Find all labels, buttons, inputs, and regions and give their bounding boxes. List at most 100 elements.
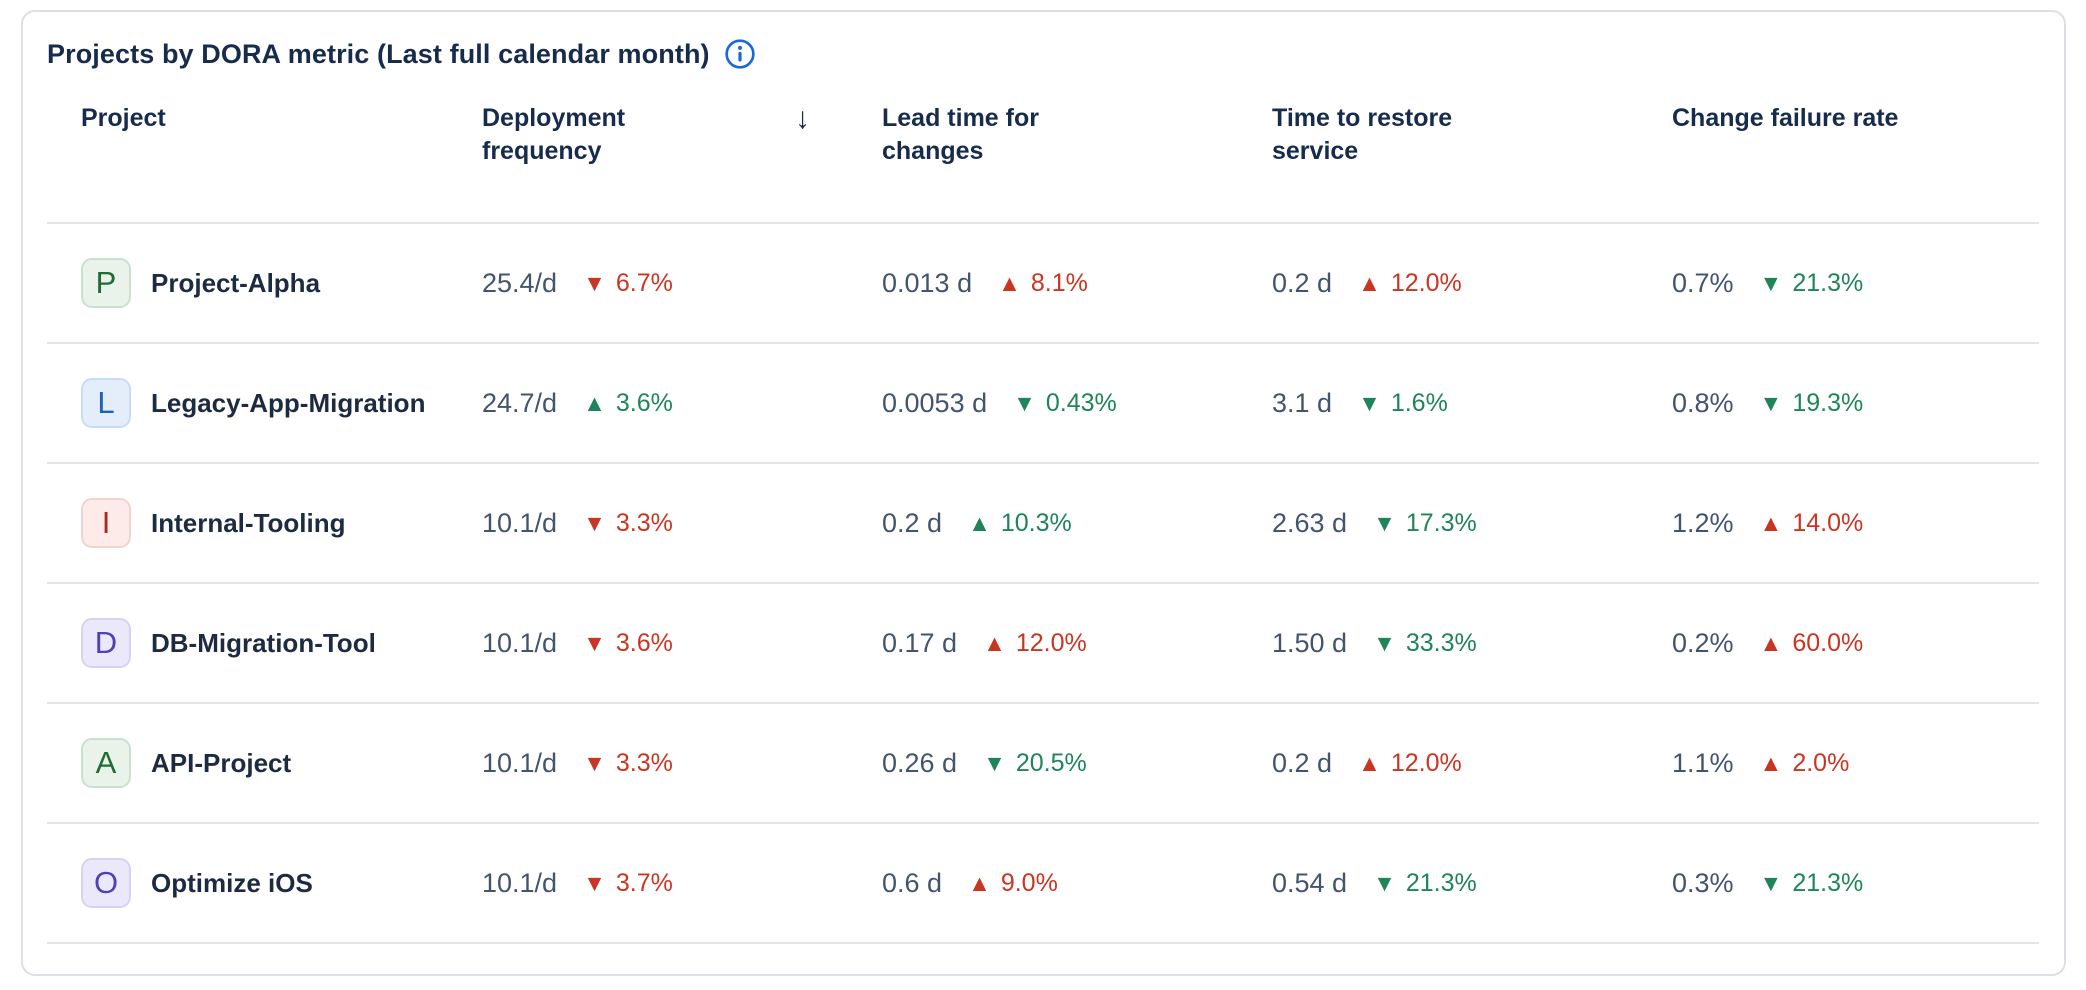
trend-indicator: ▼ 20.5%: [983, 749, 1087, 778]
project-cell: I Internal-Tooling: [47, 498, 482, 548]
lead-time-cell: 0.6 d ▲ 9.0%: [882, 868, 1272, 899]
trend-delta: 20.5%: [1015, 748, 1087, 777]
time-to-restore-cell: 2.63 d ▼ 17.3%: [1272, 508, 1672, 539]
project-cell: P Project-Alpha: [47, 258, 482, 308]
trend-indicator: ▲ 8.1%: [998, 269, 1088, 298]
trend-indicator: ▲ 10.3%: [968, 509, 1072, 538]
table-header-row: Project Deployment frequency ↓ Lead time…: [47, 82, 2039, 224]
project-cell: A API-Project: [47, 738, 482, 788]
project-name[interactable]: API-Project: [151, 747, 292, 778]
metric-value: 0.3%: [1672, 867, 1734, 898]
column-header-deployment-frequency[interactable]: Deployment frequency ↓: [482, 102, 882, 168]
metric-value: 10.1/d: [482, 747, 558, 778]
project-avatar-icon: A: [81, 738, 131, 788]
trend-indicator: ▼ 3.7%: [583, 869, 673, 898]
metric-value: 2.63 d: [1272, 507, 1348, 538]
column-label: Change failure rate: [1672, 104, 1899, 132]
table-row: O Optimize iOS 10.1/d ▼ 3.7% 0.6 d ▲ 9.0% …: [47, 824, 2039, 944]
trend-arrow-icon: ▼: [583, 269, 606, 296]
trend-delta: 21.3%: [1792, 868, 1864, 897]
metric-value: 25.4/d: [482, 267, 558, 298]
trend-indicator: ▼ 0.43%: [1013, 389, 1117, 418]
trend-indicator: ▼ 3.6%: [583, 629, 673, 658]
lead-time-cell: 0.0053 d ▼ 0.43%: [882, 388, 1272, 419]
trend-indicator: ▼ 6.7%: [583, 269, 673, 298]
column-label: Time to restore service: [1272, 104, 1453, 165]
trend-indicator: ▼ 33.3%: [1373, 629, 1477, 658]
metric-value: 0.2 d: [1272, 267, 1333, 298]
table-row: L Legacy-App-Migration 24.7/d ▲ 3.6% 0.00…: [47, 344, 2039, 464]
trend-arrow-icon: ▼: [1013, 389, 1036, 416]
trend-indicator: ▼ 19.3%: [1760, 389, 1864, 418]
trend-indicator: ▲ 60.0%: [1760, 629, 1864, 658]
deployment-frequency-cell: 10.1/d ▼ 3.3%: [482, 748, 882, 779]
trend-indicator: ▼ 3.3%: [583, 749, 673, 778]
project-name[interactable]: Project-Alpha: [151, 267, 321, 298]
lead-time-cell: 0.2 d ▲ 10.3%: [882, 508, 1272, 539]
metric-value: 10.1/d: [482, 867, 558, 898]
time-to-restore-cell: 1.50 d ▼ 33.3%: [1272, 628, 1672, 659]
metric-value: 1.50 d: [1272, 627, 1348, 658]
project-name[interactable]: Internal-Tooling: [151, 507, 346, 538]
column-header-time-to-restore[interactable]: Time to restore service: [1272, 102, 1672, 168]
time-to-restore-cell: 0.2 d ▲ 12.0%: [1272, 748, 1672, 779]
column-header-project[interactable]: Project: [47, 102, 482, 135]
change-failure-rate-cell: 1.1% ▲ 2.0%: [1672, 748, 2039, 779]
project-avatar-icon: I: [81, 498, 131, 548]
trend-indicator: ▼ 21.3%: [1760, 869, 1864, 898]
project-avatar-icon: O: [81, 858, 131, 908]
trend-indicator: ▲ 2.0%: [1760, 749, 1850, 778]
project-avatar-icon: L: [81, 378, 131, 428]
project-avatar-icon: D: [81, 618, 131, 668]
trend-delta: 12.0%: [1390, 268, 1462, 297]
lead-time-cell: 0.17 d ▲ 12.0%: [882, 628, 1272, 659]
dora-table: Project Deployment frequency ↓ Lead time…: [47, 82, 2039, 944]
table-row: A API-Project 10.1/d ▼ 3.3% 0.26 d ▼ 20.5%…: [47, 704, 2039, 824]
column-label: Lead time for changes: [882, 104, 1039, 165]
column-label: Project: [81, 104, 166, 132]
column-header-change-failure-rate[interactable]: Change failure rate: [1672, 102, 2039, 135]
trend-indicator: ▲ 12.0%: [1358, 749, 1462, 778]
trend-indicator: ▼ 21.3%: [1760, 269, 1864, 298]
deployment-frequency-cell: 10.1/d ▼ 3.7%: [482, 868, 882, 899]
time-to-restore-cell: 3.1 d ▼ 1.6%: [1272, 388, 1672, 419]
trend-delta: 1.6%: [1390, 388, 1448, 417]
card-header: Projects by DORA metric (Last full calen…: [47, 12, 2039, 82]
trend-arrow-icon: ▲: [968, 509, 991, 536]
table-row: P Project-Alpha 25.4/d ▼ 6.7% 0.013 d ▲ 8.…: [47, 224, 2039, 344]
metric-value: 0.26 d: [882, 747, 958, 778]
project-name[interactable]: DB-Migration-Tool: [151, 627, 376, 658]
deployment-frequency-cell: 10.1/d ▼ 3.3%: [482, 508, 882, 539]
trend-arrow-icon: ▲: [1759, 749, 1783, 776]
trend-indicator: ▼ 3.3%: [583, 509, 673, 538]
trend-delta: 8.1%: [1030, 268, 1088, 297]
trend-arrow-icon: ▲: [968, 869, 991, 896]
project-avatar-icon: P: [81, 258, 131, 308]
trend-arrow-icon: ▼: [1373, 629, 1396, 656]
change-failure-rate-cell: 0.8% ▼ 19.3%: [1672, 388, 2039, 419]
metric-value: 0.2%: [1672, 627, 1734, 658]
trend-indicator: ▼ 21.3%: [1373, 869, 1477, 898]
avatar-letter: P: [95, 265, 117, 300]
metric-value: 0.013 d: [882, 267, 973, 298]
project-cell: L Legacy-App-Migration: [47, 378, 482, 428]
trend-arrow-icon: ▲: [583, 389, 606, 416]
change-failure-rate-cell: 1.2% ▲ 14.0%: [1672, 508, 2039, 539]
trend-delta: 3.3%: [615, 748, 673, 777]
trend-delta: 6.7%: [615, 268, 673, 297]
metric-value: 10.1/d: [482, 507, 558, 538]
column-header-lead-time[interactable]: Lead time for changes: [882, 102, 1272, 168]
project-name[interactable]: Optimize iOS: [151, 867, 313, 898]
metric-value: 0.7%: [1672, 267, 1734, 298]
metric-value: 3.1 d: [1272, 387, 1333, 418]
project-cell: D DB-Migration-Tool: [47, 618, 482, 668]
metric-value: 1.1%: [1672, 747, 1734, 778]
trend-arrow-icon: ▼: [583, 869, 606, 896]
trend-delta: 3.3%: [615, 508, 673, 537]
trend-delta: 19.3%: [1792, 388, 1864, 417]
info-icon[interactable]: [724, 38, 756, 70]
trend-arrow-icon: ▼: [1759, 269, 1783, 296]
sort-descending-icon[interactable]: ↓: [795, 102, 810, 135]
trend-indicator: ▼ 17.3%: [1373, 509, 1477, 538]
project-name[interactable]: Legacy-App-Migration: [151, 387, 426, 418]
